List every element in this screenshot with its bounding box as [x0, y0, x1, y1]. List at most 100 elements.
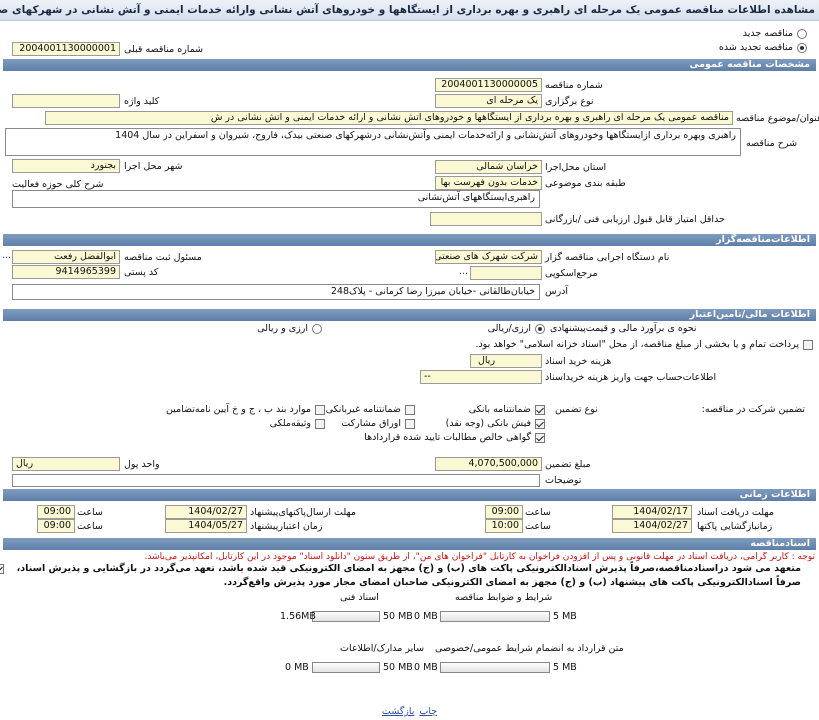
- reference-input: [470, 266, 542, 280]
- field-label: کلید واژه: [124, 96, 160, 107]
- file-max: 50 MB: [383, 611, 413, 622]
- file-max: 5 MB: [553, 662, 577, 673]
- checkbox: [803, 339, 813, 350]
- checkbox-label: گواهی خالص مطالبات تایید شده قراردادها: [364, 432, 531, 443]
- section-header: اسنادمناقصه: [3, 538, 816, 550]
- commitment: متعهد می شود دراسنادمناقصه،صرفاً پذیرش ا…: [16, 563, 801, 588]
- min-score-input: [430, 212, 542, 226]
- checkbox-label: موارد بند ب ، ج و خ آیین نامه‌تضامین: [165, 404, 311, 415]
- field-label: شرح مناقصه: [746, 138, 798, 149]
- field-label: آدرس: [545, 286, 569, 297]
- notice: توجه : کاربر گرامی، دریافت اسناد در مهلت…: [144, 552, 815, 562]
- file-used: 0 MB: [414, 662, 438, 673]
- checkbox: [405, 418, 415, 429]
- file-used: 0 MB: [414, 611, 438, 622]
- description: راهبری وبهره برداری ازایستگاهها وخودروها…: [5, 128, 741, 156]
- field-label: مبلغ تضمین: [545, 459, 591, 470]
- activity: راهبری‌ایستگاههای آتش‌نشانی: [12, 190, 540, 208]
- file-bar: [312, 611, 380, 622]
- field-value: بجنورد: [12, 159, 120, 173]
- address: خیابان‌طالقانی -خیابان میرزا رضا کرمانی …: [12, 284, 540, 300]
- field-label: طبقه بندی موضوعی: [545, 178, 626, 189]
- checkbox-label: پرداخت تمام و یا بخشی از مبلغ مناقصه، از…: [475, 339, 799, 350]
- field-label: عنوان/موضوع مناقصه: [736, 113, 819, 124]
- file-used: 0 MB: [285, 662, 309, 673]
- field-label: مهلت ارسال‌پاکتهای‌پیشنهاد: [250, 507, 356, 518]
- field-value: 9414965399: [12, 265, 120, 279]
- file-max: 50 MB: [383, 662, 413, 673]
- checkbox-label: ضمانتنامه غیربانکی: [325, 404, 401, 415]
- radio-option: مناقصه جدید: [743, 28, 807, 39]
- page-title: مشاهده اطلاعات مناقصه عمومی یک مرحله ای …: [0, 0, 819, 21]
- field-label: استان محل‌اجرا: [545, 162, 607, 173]
- date-value: 1404/02/27: [612, 519, 692, 533]
- purchase-cost-input: [470, 354, 542, 368]
- checkbox: [535, 418, 545, 429]
- field-value: ریال: [12, 457, 120, 471]
- date-value: 1404/05/27: [165, 519, 247, 533]
- checkbox: [315, 404, 325, 415]
- unit: ریال: [478, 355, 496, 366]
- field-value: ابوالفضل رفعت: [12, 250, 120, 264]
- radio-label: مناقصه تجدید شده: [718, 42, 793, 53]
- radio: [797, 42, 807, 53]
- date-value: 1404/02/17: [612, 505, 692, 519]
- field-label: شماره مناقصه: [545, 80, 603, 91]
- notes: [12, 474, 540, 487]
- field-label: کد پستی: [124, 267, 159, 278]
- file-bar: [440, 662, 550, 673]
- back-link[interactable]: بازگشت: [381, 706, 415, 717]
- field-value: --: [420, 370, 542, 384]
- checkbox: [0, 564, 4, 574]
- radio-option: ارزی/ریالی: [488, 323, 545, 334]
- field-label: اطلاعات‌حساب جهت واریز هزینه خریداسناد: [545, 372, 717, 383]
- field-label: حداقل امتیاز قابل قبول ارزیابی فنی /بازر…: [545, 214, 725, 225]
- checkbox-label: ضمانتنامه بانکی: [468, 404, 531, 415]
- file-label: متن قرارداد به انضمام شرایط عمومی/خصوصی: [435, 643, 624, 654]
- file-used: 1.56MB: [280, 611, 316, 622]
- section-header: اطلاعات مالی/تامین‌اعتبار: [3, 309, 816, 321]
- section-header: اطلاعات زمانی: [3, 489, 816, 501]
- checkbox: [535, 404, 545, 415]
- field-label: ساعت: [525, 507, 551, 518]
- time-value: 09:00: [37, 519, 75, 533]
- keyword-input: [12, 94, 120, 108]
- checkbox-option: ضمانتنامه غیربانکی: [326, 404, 415, 415]
- field-value: مناقصه عمومی یک مرحله ای راهبری و بهره ب…: [45, 111, 733, 125]
- field-label: نحوه ی برآورد مالی و قیمت‌پیشنهادی: [550, 323, 697, 334]
- field-label: نوع تضمین: [555, 404, 598, 415]
- section-header: اطلاعات‌مناقصه‌گزار: [3, 234, 816, 246]
- field-label: ساعت: [77, 521, 103, 532]
- field-label: مسئول ثبت مناقصه: [124, 252, 202, 263]
- file-bar: [440, 611, 550, 622]
- field-label: نوع برگزاری: [545, 96, 594, 107]
- field-label: ساعت: [525, 521, 551, 532]
- field-label: نام دستگاه اجرایی مناقصه گزار: [545, 252, 670, 263]
- radio: [312, 323, 322, 334]
- file-label: اسناد فنی: [340, 592, 379, 603]
- field-label: واحد پول: [124, 459, 160, 470]
- footer: چاپ بازگشت: [0, 706, 819, 717]
- checkbox-option: ضمانتنامه بانکی: [469, 404, 545, 415]
- radio: [797, 28, 807, 39]
- field-label: تضمین شرکت در مناقصه:: [701, 404, 805, 415]
- radio-option: ارزی و ریالی: [257, 323, 322, 334]
- field-value: 4,070,500,000: [435, 457, 542, 471]
- field-label: مرجع‌اسکوپی: [545, 268, 598, 279]
- field-label: شرح کلی حوزه فعالیت: [12, 179, 104, 190]
- previous-number: 2004001130000001: [12, 42, 120, 56]
- field-label: مهلت دریافت اسناد: [697, 507, 774, 518]
- more-button[interactable]: ...: [459, 266, 469, 277]
- field-label: هزینه خرید اسناد: [545, 356, 612, 367]
- checkbox-option: گواهی خالص مطالبات تایید شده قراردادها: [364, 432, 545, 443]
- radio: [535, 323, 545, 334]
- field-value: شرکت شهرک های صنعتی: [435, 250, 542, 264]
- checkbox-option: وثیقه‌ملکی: [270, 418, 325, 429]
- date-value: 1404/02/27: [165, 505, 247, 519]
- radio-label: مناقصه جدید: [742, 28, 793, 39]
- field-value: خدمات بدون فهرست بها: [435, 176, 542, 190]
- more-button[interactable]: ...: [2, 250, 12, 261]
- print-link[interactable]: چاپ: [419, 706, 438, 717]
- file-label: سایر مدارک/اطلاعات: [340, 643, 425, 654]
